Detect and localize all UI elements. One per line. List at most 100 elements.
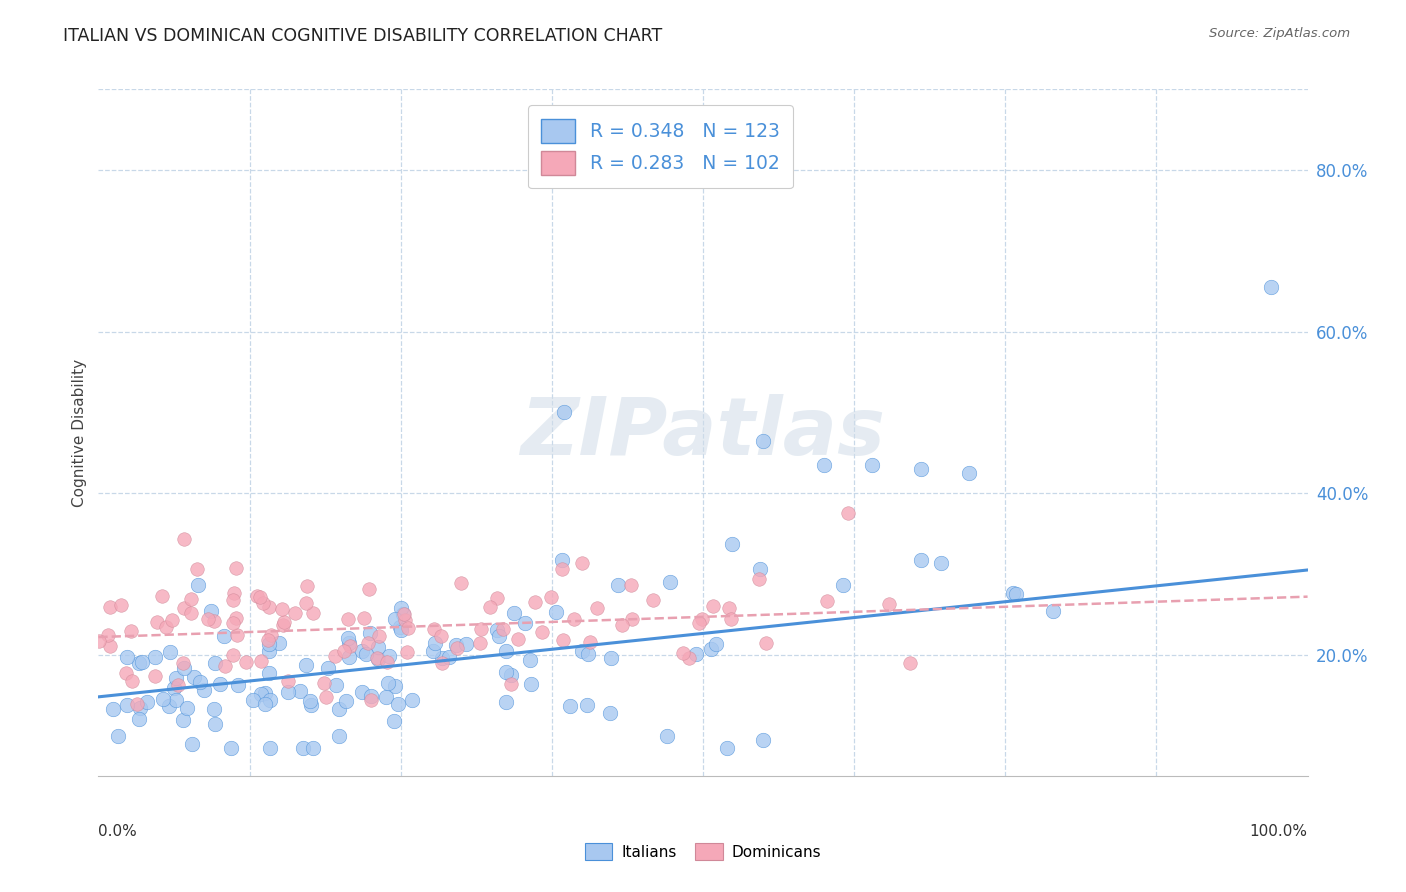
Point <box>221 593 243 607</box>
Point <box>273 615 295 629</box>
Point <box>524 594 547 608</box>
Point <box>325 677 347 691</box>
Point <box>485 623 508 637</box>
Point <box>716 740 738 755</box>
Point <box>562 612 585 626</box>
Point <box>288 683 311 698</box>
Point <box>519 653 541 667</box>
Point <box>423 636 446 650</box>
Point <box>366 651 388 665</box>
Point <box>879 597 901 611</box>
Point <box>246 590 269 604</box>
Point <box>259 740 281 755</box>
Legend: Italians, Dominicans: Italians, Dominicans <box>578 837 828 866</box>
Point <box>145 668 167 682</box>
Point <box>488 629 510 643</box>
Point <box>166 678 188 692</box>
Point <box>204 614 226 628</box>
Point <box>328 702 350 716</box>
Point <box>267 636 290 650</box>
Point <box>284 606 307 620</box>
Point <box>360 689 382 703</box>
Point <box>401 693 423 707</box>
Point <box>89 634 111 648</box>
Point <box>339 640 361 654</box>
Point <box>271 618 294 632</box>
Point <box>336 632 359 646</box>
Point <box>394 613 416 627</box>
Point <box>495 665 517 679</box>
Point <box>1260 280 1282 294</box>
Point <box>384 612 406 626</box>
Point <box>299 694 322 708</box>
Point <box>110 598 132 612</box>
Point <box>180 591 202 606</box>
Point <box>301 606 323 620</box>
Point <box>752 434 775 448</box>
Point <box>375 690 398 705</box>
Point <box>641 593 664 607</box>
Point <box>1042 605 1064 619</box>
Point <box>454 637 477 651</box>
Point <box>396 621 419 635</box>
Point <box>97 628 120 642</box>
Point <box>115 665 138 680</box>
Point <box>115 698 138 712</box>
Point <box>520 676 543 690</box>
Point <box>748 572 770 586</box>
Point <box>815 594 838 608</box>
Point <box>571 557 593 571</box>
Point <box>495 695 517 709</box>
Point <box>165 672 187 686</box>
Point <box>356 635 378 649</box>
Point <box>226 628 249 642</box>
Point <box>315 690 337 705</box>
Point <box>688 616 710 631</box>
Point <box>352 644 374 658</box>
Point <box>359 626 381 640</box>
Point <box>250 687 273 701</box>
Point <box>107 729 129 743</box>
Point <box>560 698 582 713</box>
Point <box>172 657 194 671</box>
Point <box>157 699 180 714</box>
Point <box>337 635 360 649</box>
Point <box>755 636 778 650</box>
Point <box>222 648 245 662</box>
Point <box>375 655 398 669</box>
Text: 100.0%: 100.0% <box>1250 824 1308 839</box>
Point <box>212 629 235 643</box>
Point <box>314 676 336 690</box>
Point <box>700 642 723 657</box>
Point <box>860 458 883 472</box>
Point <box>252 596 274 610</box>
Point <box>503 606 526 620</box>
Point <box>444 638 467 652</box>
Point <box>468 636 491 650</box>
Point <box>163 681 186 695</box>
Point <box>235 655 257 669</box>
Point <box>143 649 166 664</box>
Point <box>115 650 138 665</box>
Point <box>485 591 508 605</box>
Point <box>430 656 453 670</box>
Point <box>367 629 389 643</box>
Point <box>259 637 281 651</box>
Point <box>837 507 859 521</box>
Point <box>173 601 195 615</box>
Point <box>225 611 247 625</box>
Point <box>720 612 742 626</box>
Point <box>202 702 225 716</box>
Point <box>353 610 375 624</box>
Point <box>530 624 553 639</box>
Point <box>337 612 360 626</box>
Point <box>721 537 744 551</box>
Point <box>337 650 360 665</box>
Point <box>180 606 202 620</box>
Point <box>302 740 325 755</box>
Point <box>150 589 173 603</box>
Point <box>384 679 406 693</box>
Point <box>193 683 215 698</box>
Point <box>152 692 174 706</box>
Point <box>579 634 602 648</box>
